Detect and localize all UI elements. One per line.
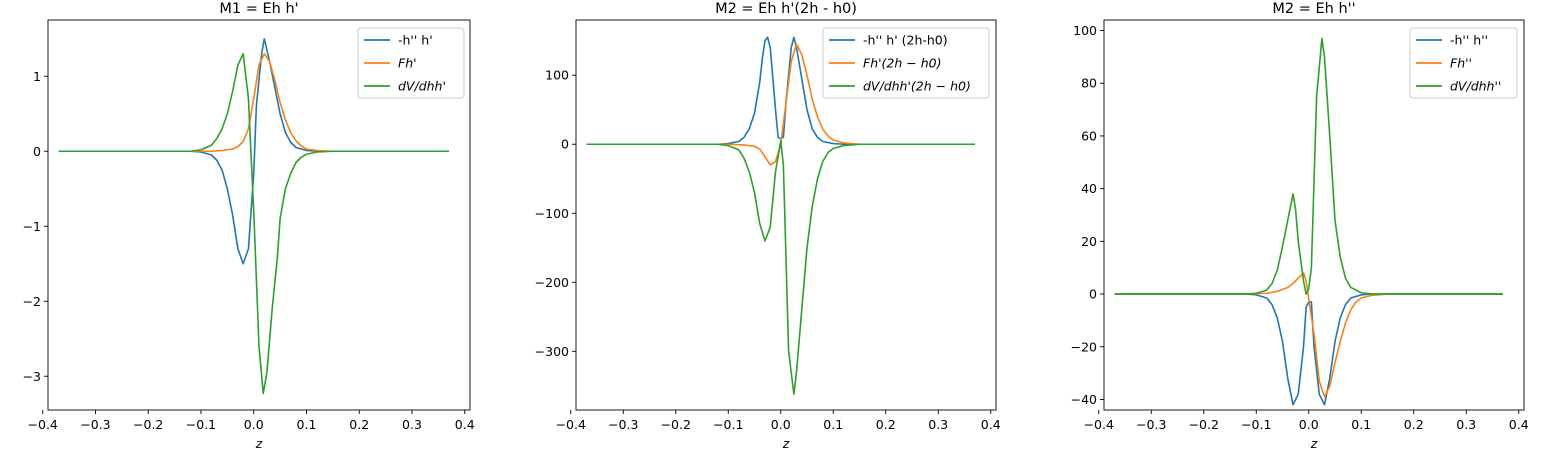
y-tick-label: −2: [23, 294, 41, 309]
legend-box: [822, 27, 990, 99]
x-tick-label: 0.4: [981, 417, 1001, 432]
x-tick-label: 0.2: [876, 417, 896, 432]
legend-label: Fh'(2h − h0): [863, 56, 941, 71]
x-tick-label: 0.3: [402, 417, 422, 432]
legend-label: dV/dhh': [398, 79, 446, 94]
x-tick-label: 0.2: [1404, 417, 1424, 432]
x-tick-label: 0.0: [1299, 417, 1319, 432]
x-tick-label: −0.4: [28, 417, 58, 432]
x-axis-label: z: [255, 436, 263, 450]
series-line-orange: [586, 43, 975, 166]
series-line-blue: [58, 37, 449, 265]
x-tick-label: −0.1: [713, 417, 743, 432]
legend-label: dV/dhh'': [1450, 79, 1501, 94]
y-tick-label: 20: [1081, 234, 1097, 249]
series-line-green: [58, 52, 449, 395]
series-line-blue: [1114, 293, 1503, 406]
chart-panel-2: −0.4 −0.3 −0.2 −0.1 0.0 0.1 0.2 0.3 0.4 −300 −200 −…: [535, 1, 1001, 450]
x-tick-label: −0.3: [608, 417, 638, 432]
legend: -h'' h' Fh' dV/dhh': [357, 27, 465, 99]
x-tick-label: 0.4: [455, 417, 475, 432]
y-tick-label: −200: [535, 275, 569, 290]
legend: -h'' h'' Fh'' dV/dhh'': [1409, 27, 1518, 99]
x-axis-label: z: [782, 436, 790, 450]
x-tick-label: 0.2: [349, 417, 369, 432]
x-tick-label: −0.2: [661, 417, 691, 432]
y-tick-label: −3: [23, 369, 41, 384]
series-line-orange: [58, 52, 449, 153]
x-tick-label: −0.1: [186, 417, 216, 432]
x-tick-label: −0.2: [1189, 417, 1219, 432]
x-tick-label: 0.3: [1456, 417, 1476, 432]
legend-label: -h'' h'': [1450, 33, 1488, 48]
series-line-blue: [586, 36, 975, 146]
legend-label: -h'' h' (2h-h0): [863, 33, 948, 48]
legend-label: dV/dhh'(2h − h0): [863, 79, 971, 94]
x-tick-label: 0.0: [771, 417, 791, 432]
chart-panel-1: −0.4 −0.3 −0.2 −0.1 0.0 0.1 0.2 0.3 0.4 −3 −2 −1 0 1 M…: [23, 1, 475, 450]
y-tick-label: −20: [1071, 339, 1097, 354]
legend-box: [1409, 27, 1518, 99]
x-tick-label: 0.0: [244, 417, 264, 432]
y-tick-label: 60: [1081, 128, 1097, 143]
x-tick-label: 0.1: [1351, 417, 1371, 432]
y-tick-label: 0: [561, 137, 569, 152]
y-tick-label: 40: [1081, 181, 1097, 196]
y-tick-label: 0: [33, 144, 41, 159]
y-tick-label: 100: [1073, 23, 1097, 38]
x-tick-label: 0.1: [297, 417, 317, 432]
x-tick-label: −0.3: [1136, 417, 1166, 432]
x-tick-label: −0.1: [1241, 417, 1271, 432]
legend-label: Fh': [398, 56, 417, 71]
y-tick-label: 100: [545, 68, 569, 83]
chart-panel-3: −0.4 −0.3 −0.2 −0.1 0.0 0.1 0.2 0.3 0.4 −40 −20 0 20…: [1071, 1, 1529, 450]
x-tick-label: 0.1: [823, 417, 843, 432]
legend-label: -h'' h': [398, 33, 433, 48]
x-tick-label: −0.2: [133, 417, 163, 432]
legend-label: Fh'': [1450, 56, 1472, 71]
x-tick-label: −0.4: [556, 417, 586, 432]
y-tick-label: −100: [535, 206, 569, 221]
y-tick-label: −1: [23, 219, 41, 234]
axes-frame: [575, 19, 997, 411]
legend: -h'' h' (2h-h0) Fh'(2h − h0) dV/dhh'(2h − …: [822, 27, 990, 99]
axes-frame: [1103, 19, 1525, 411]
chart-title: M2 = Eh h'(2h - h0): [715, 1, 857, 17]
y-tick-label: −300: [535, 344, 569, 359]
chart-title: M1 = Eh h': [219, 1, 298, 17]
x-tick-label: −0.3: [80, 417, 110, 432]
x-tick-label: 0.4: [1509, 417, 1529, 432]
axes-frame: [47, 19, 471, 411]
y-tick-label: 80: [1081, 76, 1097, 91]
x-axis-label: z: [1310, 436, 1318, 450]
x-tick-label: 0.3: [928, 417, 948, 432]
y-tick-label: 0: [1089, 287, 1097, 302]
y-tick-label: 1: [33, 69, 41, 84]
series-line-orange: [1114, 272, 1503, 398]
series-line-green: [1114, 37, 1503, 295]
y-tick-label: −40: [1071, 392, 1097, 407]
chart-title: M2 = Eh h'': [1272, 1, 1355, 17]
legend-box: [357, 27, 465, 99]
x-tick-label: −0.4: [1084, 417, 1114, 432]
series-line-green: [586, 140, 975, 395]
